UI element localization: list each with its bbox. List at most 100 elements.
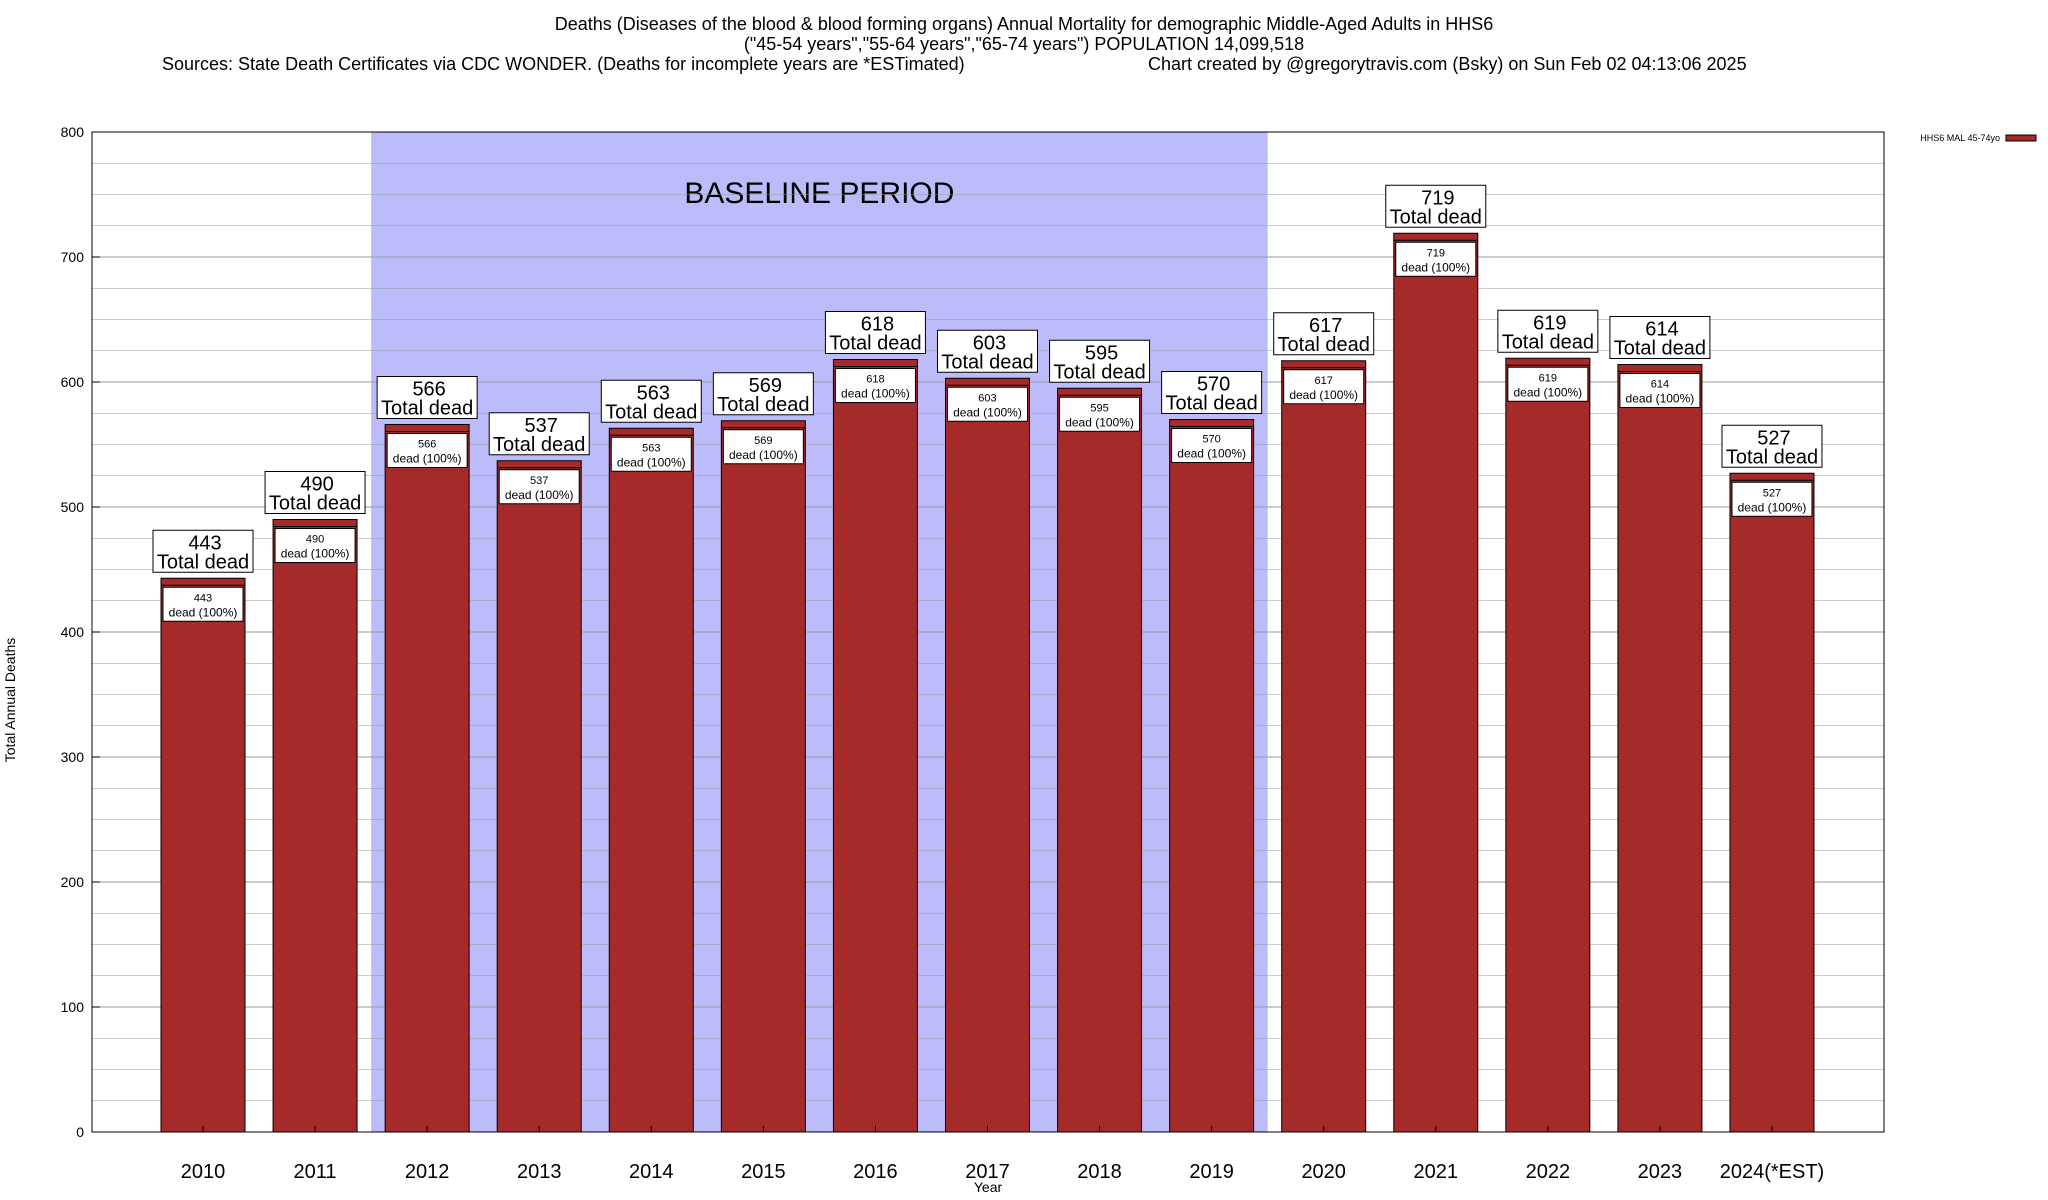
y-tick-label: 500 bbox=[61, 499, 85, 515]
bar-inner-value: 614 bbox=[1651, 379, 1669, 391]
bar-inner-label-box bbox=[834, 368, 916, 403]
bar-top-label-box bbox=[1609, 316, 1711, 359]
bar-top-text: Total dead bbox=[1726, 446, 1818, 468]
bar-inner-label-box bbox=[1731, 481, 1813, 517]
chart-title-line2: ("45-54 years","55-64 years","65-74 year… bbox=[743, 34, 1305, 54]
bar-top-text: Total dead bbox=[381, 398, 473, 420]
bar-inner-label-box bbox=[1507, 366, 1589, 402]
bar bbox=[1617, 364, 1703, 1133]
bar-top-value: 527 bbox=[1757, 427, 1790, 449]
bar-top-text: Total dead bbox=[1614, 338, 1706, 360]
bar-inner-label-box bbox=[946, 386, 1028, 422]
bar-inner-label-box bbox=[610, 436, 692, 472]
plot-frame bbox=[91, 131, 1885, 1133]
x-tick-label: 2020 bbox=[1301, 1161, 1346, 1183]
bar bbox=[496, 460, 582, 1133]
y-tick-label: 0 bbox=[76, 1124, 84, 1140]
bar-inner-percent: dead (100%) bbox=[393, 452, 462, 466]
bar-inner-label-box bbox=[1283, 369, 1365, 405]
bar bbox=[160, 577, 246, 1133]
bar-top-label-box bbox=[1385, 184, 1487, 228]
bar-inner-label-box bbox=[1619, 373, 1701, 408]
bar-top-value: 614 bbox=[1645, 319, 1678, 341]
bar-top-text: Total dead bbox=[1053, 361, 1145, 383]
y-tick-label: 700 bbox=[61, 249, 85, 265]
bar-top-label-box bbox=[488, 412, 590, 456]
x-tick-label: 2016 bbox=[853, 1161, 898, 1183]
bar-top-label-box bbox=[376, 376, 478, 419]
bar-top-label-box bbox=[824, 311, 926, 354]
bar-top-label-box bbox=[1049, 339, 1151, 383]
bar bbox=[272, 519, 358, 1133]
x-tick-label: 2021 bbox=[1414, 1161, 1459, 1183]
y-tick-label: 200 bbox=[61, 874, 85, 890]
bar-inner-percent: dead (100%) bbox=[1626, 392, 1695, 406]
bar-inner-value: 527 bbox=[1763, 487, 1781, 499]
bar bbox=[384, 424, 470, 1133]
bar-top-text: Total dead bbox=[493, 434, 585, 456]
x-tick-label: 2018 bbox=[1077, 1161, 1122, 1183]
x-tick-label: 2012 bbox=[405, 1161, 450, 1183]
bar-top-text: Total dead bbox=[941, 351, 1033, 373]
x-tick-label: 2010 bbox=[181, 1161, 226, 1183]
bar-top-value: 570 bbox=[1197, 374, 1230, 396]
bar bbox=[944, 377, 1030, 1133]
bar-top-value: 443 bbox=[188, 532, 221, 554]
bar-inner-percent: dead (100%) bbox=[505, 488, 574, 502]
bar-top-value: 569 bbox=[749, 375, 782, 397]
bar-top-value: 619 bbox=[1533, 312, 1566, 334]
x-axis-label: Year bbox=[973, 1179, 1003, 1195]
bar-inner-percent: dead (100%) bbox=[953, 405, 1022, 419]
bar bbox=[720, 420, 806, 1133]
y-axis-label: Total Annual Deaths bbox=[2, 637, 18, 763]
bar-top-value: 618 bbox=[861, 314, 894, 336]
bar-top-value: 537 bbox=[525, 415, 558, 437]
legend-label: HHS6 MAL 45-74yo bbox=[1920, 133, 2000, 143]
bar-top-text: Total dead bbox=[1165, 393, 1257, 415]
bar-inner-label-box bbox=[498, 469, 580, 505]
bar-top-label-box bbox=[1161, 371, 1263, 414]
bar-top-text: Total dead bbox=[829, 333, 921, 355]
bar-inner-value: 563 bbox=[642, 442, 660, 454]
bar-top-value: 603 bbox=[973, 332, 1006, 354]
x-tick-label: 2011 bbox=[294, 1161, 337, 1183]
bar-inner-label-box bbox=[274, 528, 356, 563]
bar bbox=[1729, 472, 1815, 1133]
y-tick-label: 600 bbox=[61, 374, 85, 390]
bar-inner-percent: dead (100%) bbox=[1177, 447, 1246, 461]
bar-inner-percent: dead (100%) bbox=[1065, 415, 1134, 429]
bar-inner-label-box bbox=[162, 586, 244, 622]
bar-top-value: 719 bbox=[1421, 187, 1454, 209]
x-tick-label: 2017 bbox=[965, 1161, 1010, 1183]
y-tick-label: 300 bbox=[61, 749, 85, 765]
bar-top-text: Total dead bbox=[1278, 334, 1370, 356]
bar-inner-label-box bbox=[722, 429, 804, 465]
bar-top-value: 490 bbox=[300, 474, 333, 496]
bar-inner-value: 443 bbox=[194, 592, 212, 604]
bar-inner-value: 619 bbox=[1539, 372, 1557, 384]
bar-top-value: 566 bbox=[412, 379, 445, 401]
bar-top-text: Total dead bbox=[605, 401, 697, 423]
bar-top-text: Total dead bbox=[1502, 331, 1594, 353]
bar-top-label-box bbox=[600, 379, 702, 423]
x-tick-label: 2019 bbox=[1189, 1161, 1234, 1183]
bar-inner-value: 570 bbox=[1202, 434, 1220, 446]
bar bbox=[1393, 232, 1479, 1133]
chart-title-line1: Deaths (Diseases of the blood & blood fo… bbox=[554, 14, 1494, 34]
bar bbox=[608, 427, 694, 1133]
bar-inner-label-box bbox=[1059, 396, 1141, 432]
bar-top-text: Total dead bbox=[269, 493, 361, 515]
bar-top-text: Total dead bbox=[717, 394, 809, 416]
y-tick-label: 800 bbox=[61, 124, 85, 140]
bar-inner-label-box bbox=[386, 433, 468, 468]
bar-inner-label-box bbox=[1171, 428, 1253, 463]
bar-inner-label-box bbox=[1395, 241, 1477, 277]
bar-top-label-box bbox=[1273, 312, 1375, 356]
legend-swatch bbox=[2005, 134, 2037, 142]
bar-inner-percent: dead (100%) bbox=[1513, 385, 1582, 399]
x-tick-label: 2024(*EST) bbox=[1720, 1161, 1825, 1183]
bar-inner-value: 595 bbox=[1090, 402, 1108, 414]
bar-inner-percent: dead (100%) bbox=[617, 455, 686, 469]
bar-inner-percent: dead (100%) bbox=[281, 547, 350, 561]
